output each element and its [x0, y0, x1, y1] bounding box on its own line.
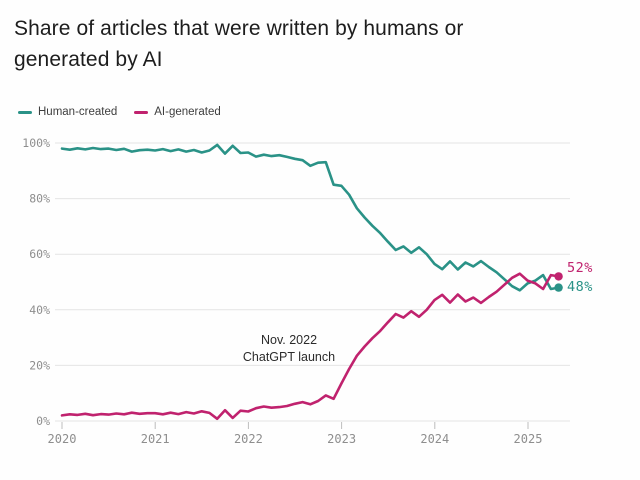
legend-item-ai: AI-generated: [134, 106, 221, 118]
page-title: Share of articles that were written by h…: [14, 17, 464, 71]
ai-line-swatch-icon: [134, 110, 149, 114]
y-tick-label-60: 60%: [29, 247, 50, 261]
x-tick-label-2022: 2022: [234, 432, 263, 446]
legend-label-human: Human-created: [38, 106, 118, 118]
human-line: [60, 143, 560, 292]
human-line-swatch-icon: [18, 110, 32, 114]
y-tick-label-40: 40%: [29, 303, 50, 317]
x-tick-label-2024: 2024: [420, 432, 449, 446]
ai-end-dot: [554, 272, 563, 281]
x-tick-label-2025: 2025: [514, 432, 543, 446]
annotation-line-2: ChatGPT launch: [242, 350, 336, 364]
legend-label-ai: AI-generated: [154, 106, 221, 118]
y-tick-label-100: 100%: [22, 136, 50, 150]
x-tick-label-2023: 2023: [327, 432, 356, 446]
human-end-dot: [554, 283, 563, 292]
legend: Human-created AI-generated: [18, 106, 221, 118]
ai-end-label: 52%: [567, 260, 593, 276]
annotation: Nov. 2022 ChatGPT launch: [213, 332, 365, 366]
ai-line: [60, 272, 560, 421]
x-tick-label-2020: 2020: [48, 432, 77, 446]
y-tick-label-20: 20%: [29, 358, 50, 372]
x-tick-label-2021: 2021: [141, 432, 170, 446]
y-tick-label-80: 80%: [29, 192, 50, 206]
y-tick-label-0: 0%: [36, 414, 50, 428]
annotation-line-1: Nov. 2022: [260, 333, 318, 347]
legend-item-human: Human-created: [18, 106, 117, 118]
human-end-label: 48%: [567, 279, 593, 295]
